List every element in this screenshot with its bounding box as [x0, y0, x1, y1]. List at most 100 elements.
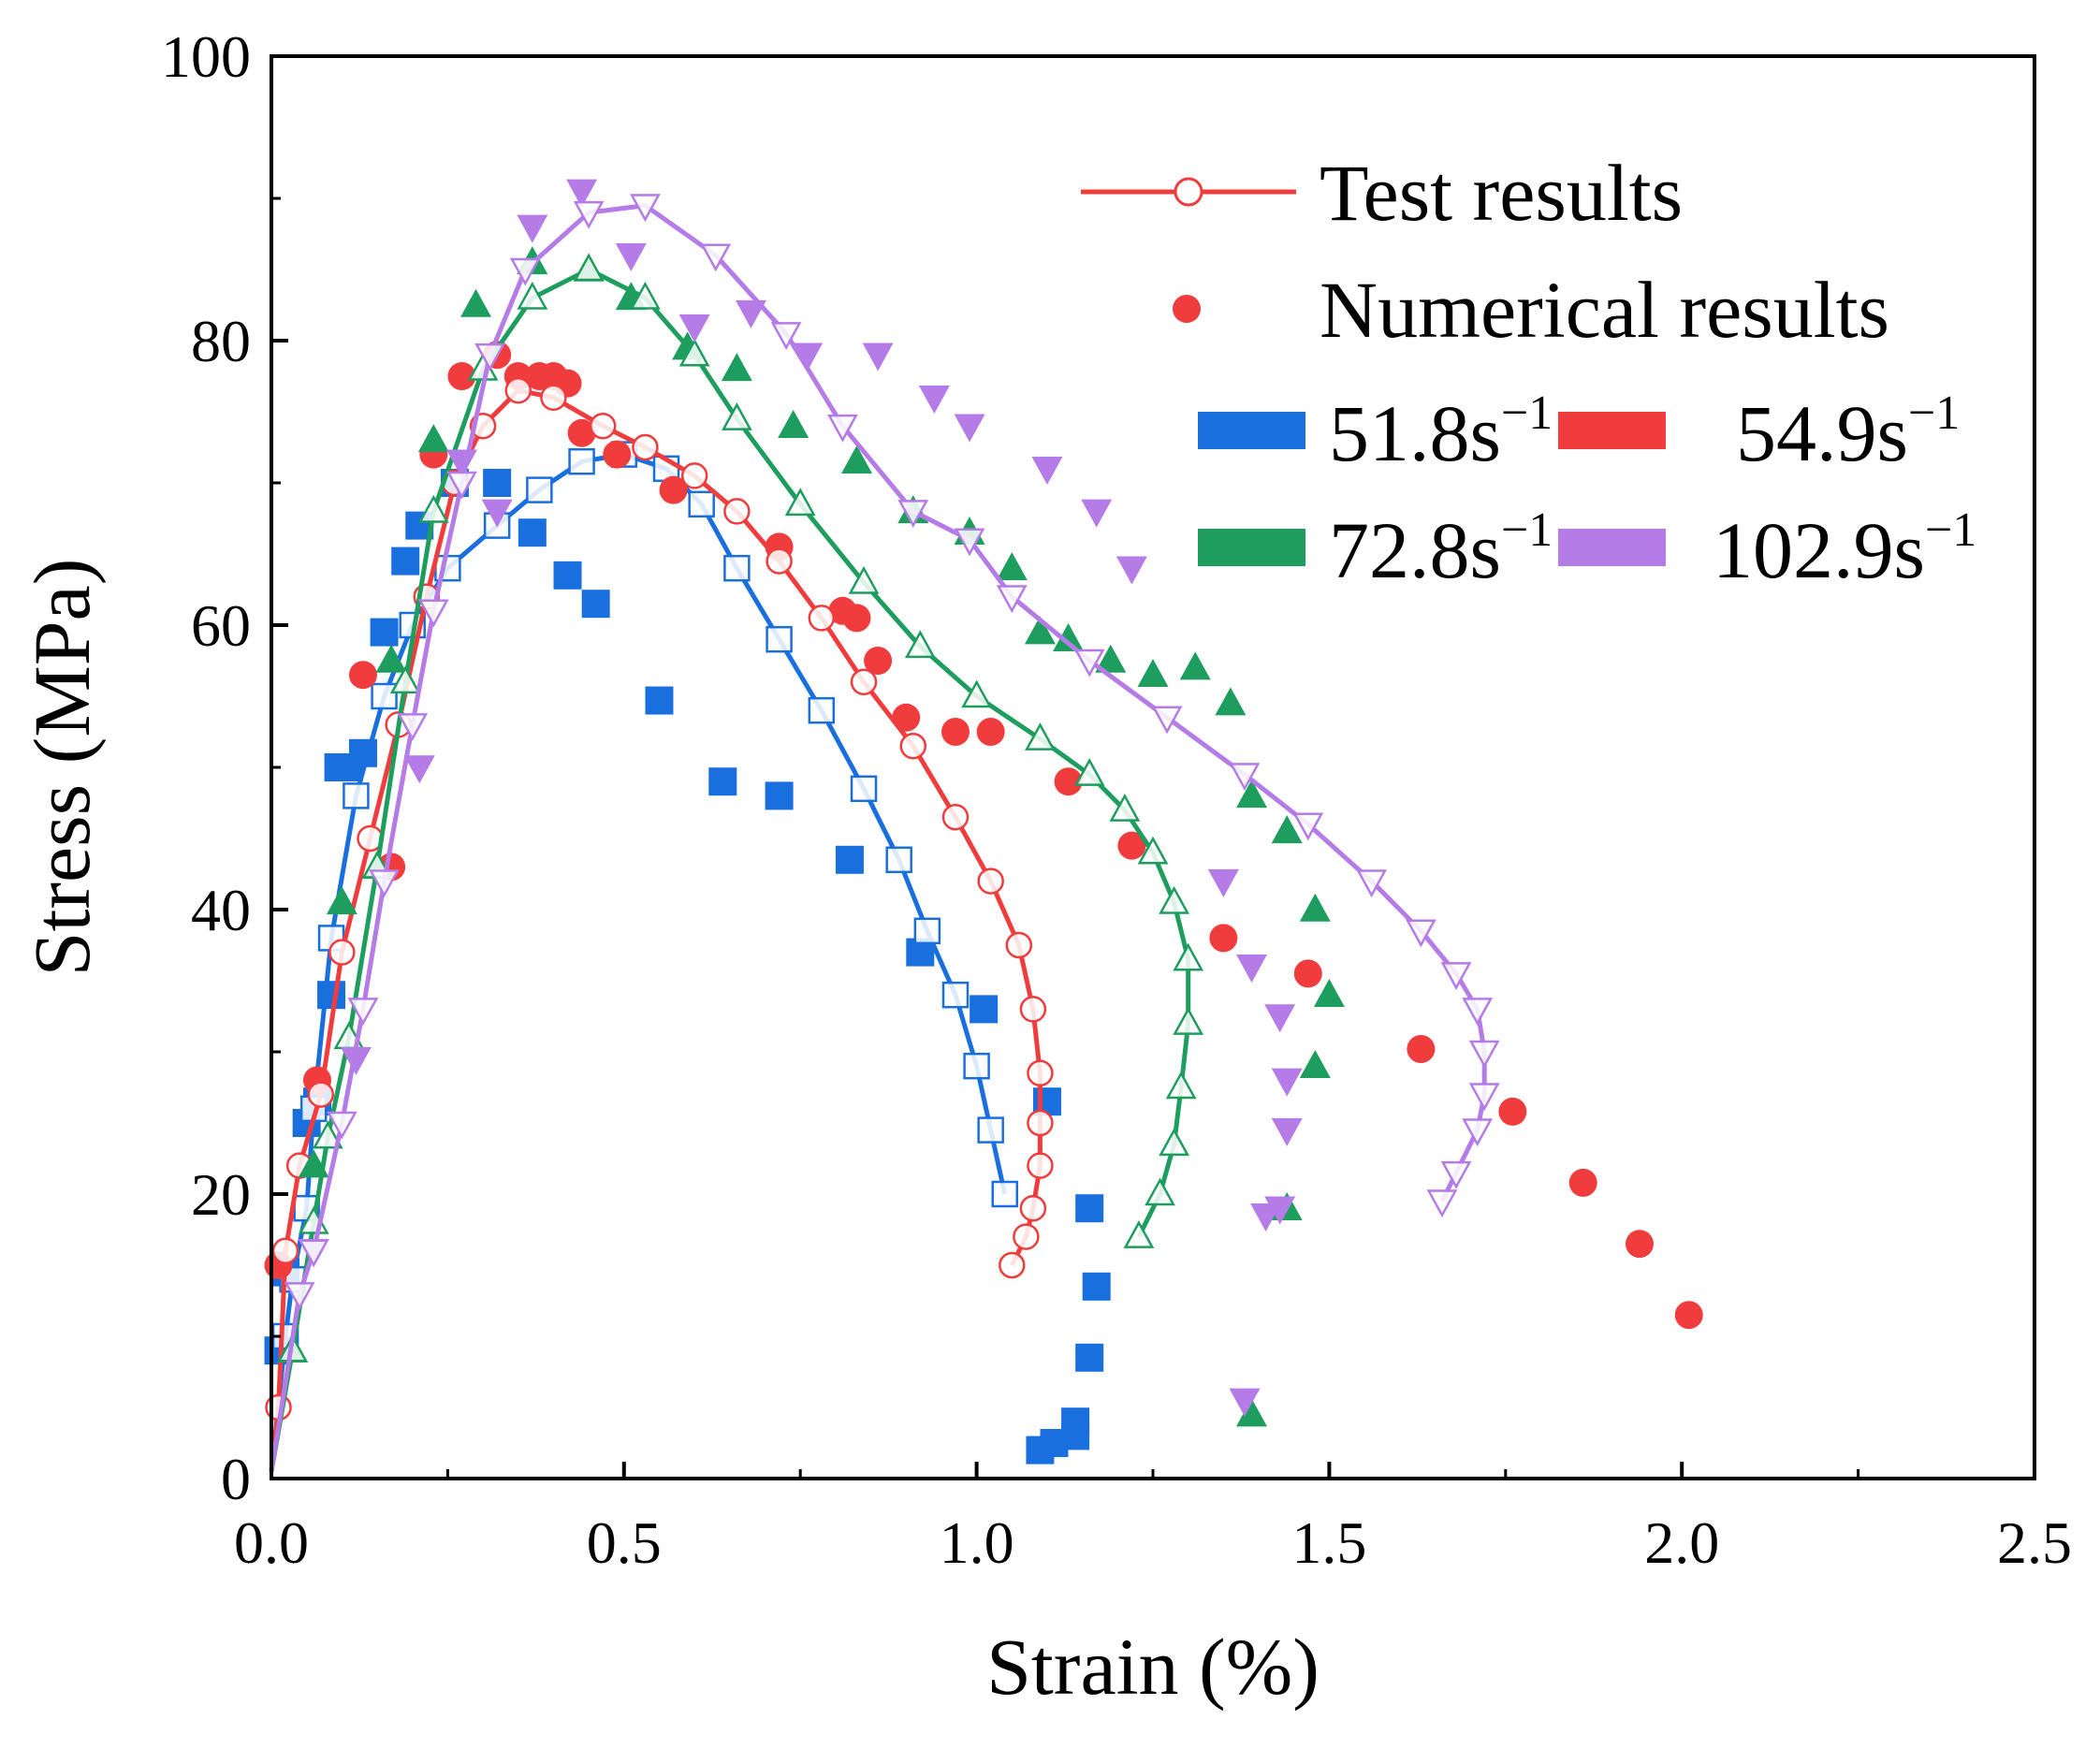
test-point: [723, 498, 751, 525]
test-point: [540, 384, 567, 412]
test-point: [766, 625, 793, 653]
legend-rate-label: 102.9s−1: [1713, 503, 1976, 595]
test-point: [629, 281, 661, 310]
numerical-point: [1209, 924, 1238, 953]
numerical-point: [1082, 1272, 1111, 1301]
numerical-point: [1264, 1196, 1296, 1225]
test-point: [827, 414, 858, 443]
test-point: [1151, 706, 1183, 735]
numerical-point: [1674, 1301, 1703, 1330]
test-point: [1019, 996, 1047, 1023]
test-point: [1109, 794, 1141, 822]
test-point: [589, 412, 617, 440]
test-point: [1123, 1220, 1155, 1248]
test-point: [573, 200, 605, 229]
test-point: [1027, 1059, 1054, 1087]
test-point: [1468, 1083, 1500, 1112]
numerical-point: [1137, 658, 1169, 687]
numerical-point: [581, 590, 610, 619]
test-point: [629, 194, 661, 223]
test-point: [1073, 649, 1105, 678]
test-point: [568, 447, 595, 475]
x-axis-title: Strain (%): [986, 1622, 1320, 1712]
test-point: [941, 803, 970, 831]
legend-rate-label: 51.8s−1: [1329, 386, 1553, 478]
test-point: [1145, 1177, 1175, 1206]
numerical-point: [1299, 1049, 1331, 1078]
numerical-point: [566, 179, 598, 208]
y-axis-title: Stress (MPa): [17, 559, 107, 977]
numerical-point: [317, 981, 346, 1010]
test-point: [371, 682, 398, 710]
numerical-point: [1271, 815, 1303, 844]
numerical-point: [1264, 1004, 1296, 1033]
test-point: [1073, 758, 1105, 786]
numerical-point: [1117, 831, 1146, 860]
test-point: [504, 376, 532, 404]
test-point: [688, 490, 715, 518]
test-point: [885, 846, 912, 874]
test-point: [1019, 1194, 1047, 1222]
numerical-point: [417, 424, 449, 453]
test-point: [766, 547, 793, 575]
numerical-point: [941, 718, 970, 746]
numerical-point: [1031, 457, 1063, 486]
numerical-point: [792, 343, 824, 372]
test-point: [1468, 1040, 1500, 1069]
legend-numerical-label: Numerical results: [1320, 265, 1889, 355]
test-point: [298, 1239, 329, 1268]
test-point: [1426, 1189, 1458, 1218]
numerical-point: [996, 551, 1028, 580]
test-point: [369, 869, 400, 898]
numerical-point: [721, 353, 752, 382]
test-point: [417, 599, 449, 628]
numerical-point: [1299, 893, 1331, 922]
numerical-point: [835, 845, 864, 874]
test-point: [446, 471, 477, 500]
test-point: [389, 665, 421, 694]
test-point: [808, 605, 836, 632]
legend-swatch: [1198, 412, 1305, 449]
numerical-point: [1229, 1388, 1261, 1417]
numerical-point: [1061, 1407, 1090, 1436]
legend-swatch: [1558, 412, 1666, 449]
test-point: [899, 732, 927, 760]
test-point: [307, 1081, 335, 1108]
numerical-point: [1271, 1068, 1303, 1097]
numerical-point: [659, 475, 688, 504]
test-point: [1356, 869, 1388, 898]
test-point: [573, 253, 605, 282]
test-point: [963, 1052, 990, 1080]
numerical-point: [326, 886, 357, 915]
numerical-point: [483, 469, 512, 497]
test-point: [417, 494, 449, 523]
numerical-point: [1293, 959, 1322, 988]
test-point: [941, 981, 970, 1009]
numerical-point: [1568, 1168, 1597, 1197]
numerical-point: [553, 561, 582, 590]
test-point: [1229, 763, 1261, 792]
numerical-point: [1313, 978, 1345, 1007]
test-point: [850, 668, 878, 696]
test-point: [784, 488, 816, 517]
numerical-point: [615, 243, 647, 272]
test-point: [1027, 1109, 1054, 1137]
test-point: [347, 998, 379, 1026]
x-tick-label: 1.0: [940, 1509, 1014, 1576]
test-point: [961, 679, 993, 708]
test-point: [678, 338, 710, 367]
numerical-point: [954, 414, 985, 443]
legend-test-label: Test results: [1320, 148, 1683, 238]
test-point: [1173, 1007, 1204, 1035]
numerical-point: [840, 445, 872, 474]
legend-rate-label: 72.8s−1: [1329, 503, 1553, 595]
numerical-point: [976, 718, 1005, 746]
numerical-point: [864, 647, 893, 675]
y-tick-label: 100: [161, 23, 251, 90]
numerical-point: [970, 995, 999, 1024]
x-tick-label: 2.0: [1644, 1509, 1719, 1576]
test-point: [1440, 1160, 1472, 1189]
numerical-point: [567, 418, 596, 447]
numerical-point: [603, 440, 632, 469]
numerical-point: [518, 518, 547, 547]
